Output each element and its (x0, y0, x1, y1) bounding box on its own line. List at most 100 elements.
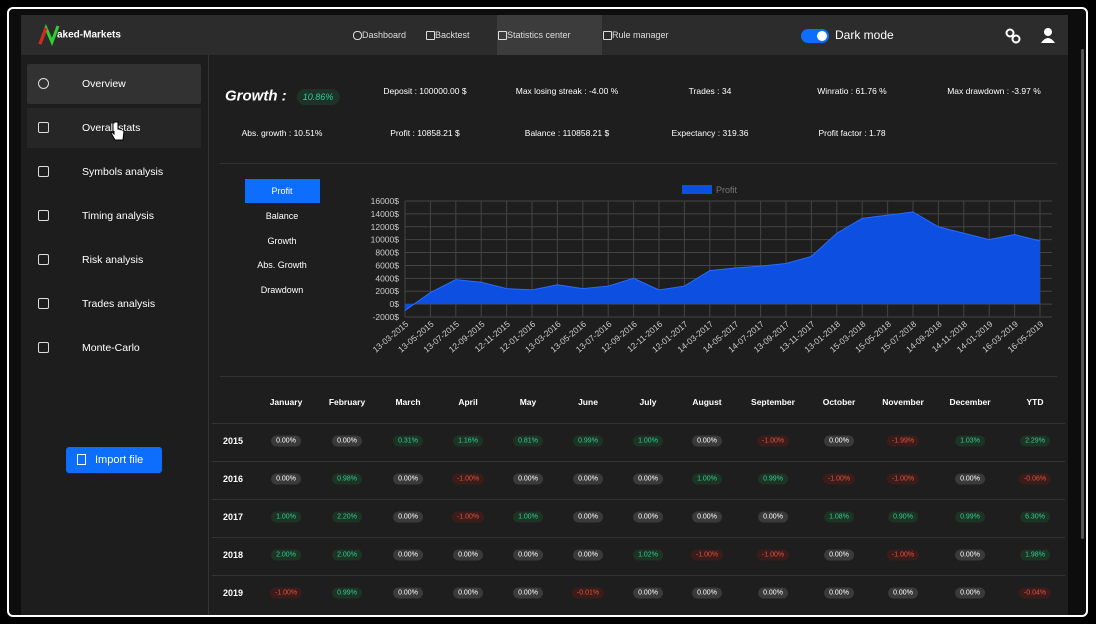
sidebar-icon (38, 122, 49, 133)
month-return: 0.98% (332, 473, 362, 485)
month-return: 0.00% (573, 549, 603, 561)
month-return: 0.99% (573, 435, 603, 447)
year: 2016 (222, 474, 244, 484)
sidebar-icon (38, 342, 49, 353)
import-icon (77, 454, 86, 465)
sidebar-item[interactable]: Trades analysis (82, 298, 156, 310)
month-return: 0.00% (393, 473, 423, 485)
month-return: 0.00% (271, 473, 301, 485)
month-return: 0.00% (758, 511, 788, 523)
y-tick-label: 2000$ (375, 286, 399, 296)
profit-chart: -2000$ 0$ 2000$ 4000$ 6000$ 8000$ 10000$ 12000$… (371, 185, 1052, 354)
stat: Profit : 10858.21 $ (390, 128, 460, 138)
stat: Expectancy : 319.36 (671, 128, 749, 138)
month-return: 2.20% (332, 511, 362, 523)
month-return: 0.00% (573, 473, 603, 485)
row-divider (212, 423, 1065, 424)
table-header: July (639, 397, 657, 407)
month-return: -1.00% (756, 549, 790, 561)
month-return: 1.00% (271, 511, 301, 523)
chart-tab[interactable]: Drawdown (260, 285, 304, 296)
month-return: 0.00% (633, 587, 663, 599)
cursor (110, 121, 125, 141)
sidebar-item[interactable]: Overview (82, 78, 126, 90)
nav-icon (603, 31, 612, 40)
divider (220, 376, 1057, 377)
nav-link[interactable]: Backtest (435, 30, 470, 40)
chart-tab[interactable]: Balance (265, 211, 299, 221)
sidebar-icon (38, 254, 49, 265)
month-return: -1.00% (756, 435, 790, 447)
month-return: 0.90% (888, 511, 918, 523)
month-return: 0.00% (271, 435, 301, 447)
nav-link[interactable]: Statistics center (507, 30, 571, 40)
nav-link[interactable]: Dashboard (362, 30, 407, 40)
month-return: -0.01% (571, 587, 605, 599)
row-divider (212, 575, 1065, 576)
month-return: 0.00% (888, 587, 918, 599)
month-return: -1.00% (690, 549, 724, 561)
month-return: 0.00% (513, 473, 543, 485)
year: 2018 (222, 550, 244, 560)
line (404, 211, 1041, 311)
nav-icon (353, 31, 362, 40)
y-tick-label: 16000$ (371, 196, 400, 206)
month-return: 0.00% (955, 549, 985, 561)
month-return: -1.00% (886, 473, 920, 485)
table-header: September (751, 397, 795, 407)
sidebar-icon (38, 78, 49, 89)
sidebar (21, 55, 209, 615)
import-label[interactable]: Import file (95, 454, 144, 466)
month-return: -1.99% (886, 435, 920, 447)
y-tick-label: 4000$ (375, 273, 399, 283)
stat: Trades : 34 (688, 86, 732, 96)
month-return: 0.00% (824, 549, 854, 561)
month-return: 2.00% (332, 549, 362, 561)
stat: Abs. growth : 10.51% (241, 128, 323, 138)
month-return: 0.00% (955, 587, 985, 599)
sidebar-item[interactable]: Symbols analysis (82, 166, 164, 178)
month-return: 0.00% (824, 435, 854, 447)
table-header: May (519, 397, 537, 407)
y-tick-label: 6000$ (375, 260, 399, 270)
legend-swatch (682, 185, 712, 194)
stat: Max drawdown : -3.97 % (947, 86, 1041, 96)
month-return: -1.00% (822, 473, 856, 485)
month-return: 0.99% (758, 473, 788, 485)
month-return: 0.00% (758, 587, 788, 599)
month-return: 0.00% (453, 587, 483, 599)
brand[interactable]: aked-Markets (57, 29, 121, 41)
import-button[interactable] (66, 447, 162, 473)
y-tick-label: 0$ (390, 299, 400, 309)
sidebar-item[interactable]: Overall stats (82, 122, 141, 134)
month-return: 0.00% (633, 473, 663, 485)
active-chart-tab[interactable] (245, 179, 320, 203)
row-divider (212, 461, 1065, 462)
month-return: 0.00% (332, 435, 362, 447)
month-return: 2.29% (1020, 435, 1050, 447)
nav-icon (426, 31, 435, 40)
y-tick-label: 14000$ (371, 209, 400, 219)
nav-link[interactable]: Rule manager (612, 30, 669, 40)
chart-tab[interactable]: Profit (271, 186, 293, 196)
sidebar-item[interactable]: Timing analysis (82, 210, 154, 222)
chart-tab[interactable]: Growth (267, 235, 297, 246)
year: 2017 (222, 512, 244, 522)
y-tick-label: 12000$ (371, 222, 400, 232)
table-header: January (269, 397, 303, 407)
settings-icon[interactable] (1004, 27, 1022, 45)
sidebar-item[interactable]: Monte-Carlo (82, 342, 140, 354)
chart-tab[interactable]: Abs. Growth (257, 260, 307, 271)
sidebar-item[interactable]: Risk analysis (82, 254, 144, 266)
month-return: 0.00% (453, 549, 483, 561)
table-header: August (692, 397, 722, 407)
row-divider (212, 537, 1065, 538)
month-return: 1.03% (955, 435, 985, 447)
toggle[interactable] (801, 29, 829, 43)
table-header: November (882, 397, 924, 407)
month-return: 0.00% (393, 549, 423, 561)
stat: Profit factor : 1.78 (818, 128, 886, 138)
month-return: 1.00% (692, 473, 722, 485)
month-return: 0.00% (393, 511, 423, 523)
user-icon[interactable] (1040, 27, 1056, 43)
